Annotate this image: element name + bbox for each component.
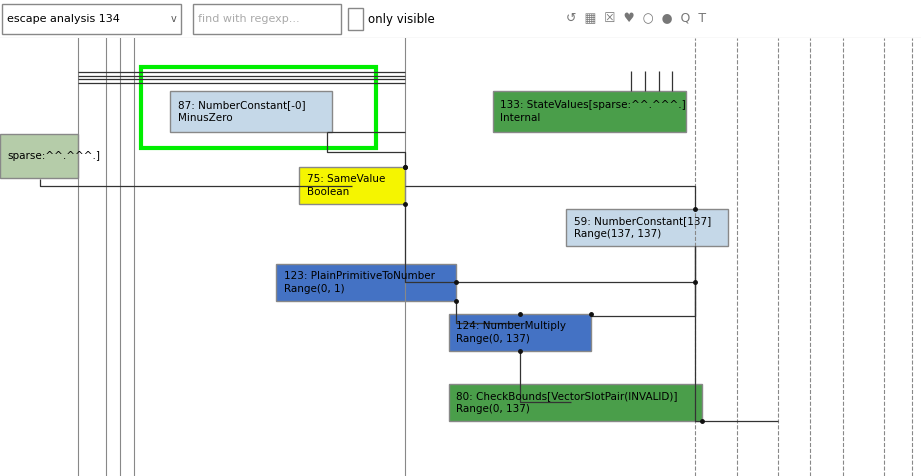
Text: 75: SameValue
Boolean: 75: SameValue Boolean xyxy=(307,174,385,198)
FancyBboxPatch shape xyxy=(0,134,78,178)
Text: find with regexp...: find with regexp... xyxy=(198,14,299,24)
Text: v: v xyxy=(171,14,177,24)
FancyBboxPatch shape xyxy=(276,264,456,301)
Text: 87: NumberConstant[-0]
MinusZero: 87: NumberConstant[-0] MinusZero xyxy=(178,100,306,123)
FancyBboxPatch shape xyxy=(493,90,686,132)
FancyBboxPatch shape xyxy=(566,209,728,246)
Text: 124: NumberMultiply
Range(0, 137): 124: NumberMultiply Range(0, 137) xyxy=(456,321,565,344)
FancyBboxPatch shape xyxy=(2,4,181,34)
Text: ↺  ▦  ☒  ♥  ○  ●  Q  T: ↺ ▦ ☒ ♥ ○ ● Q T xyxy=(566,12,706,26)
FancyBboxPatch shape xyxy=(449,384,702,421)
FancyBboxPatch shape xyxy=(348,8,363,30)
Text: 133: StateValues[sparse:^^.^^^.]
Internal: 133: StateValues[sparse:^^.^^^.] Interna… xyxy=(500,100,686,123)
Text: 123: PlainPrimitiveToNumber
Range(0, 1): 123: PlainPrimitiveToNumber Range(0, 1) xyxy=(284,271,435,294)
FancyBboxPatch shape xyxy=(299,167,405,205)
FancyBboxPatch shape xyxy=(193,4,341,34)
Text: 59: NumberConstant[137]
Range(137, 137): 59: NumberConstant[137] Range(137, 137) xyxy=(574,216,711,239)
Text: 80: CheckBounds[VectorSlotPair(INVALID)]
Range(0, 137): 80: CheckBounds[VectorSlotPair(INVALID)]… xyxy=(456,391,677,414)
Text: sparse:^^.^^^.]: sparse:^^.^^^.] xyxy=(7,151,100,161)
Text: escape analysis 134: escape analysis 134 xyxy=(7,14,121,24)
FancyBboxPatch shape xyxy=(170,90,332,132)
Text: only visible: only visible xyxy=(368,12,435,26)
FancyBboxPatch shape xyxy=(449,314,591,351)
